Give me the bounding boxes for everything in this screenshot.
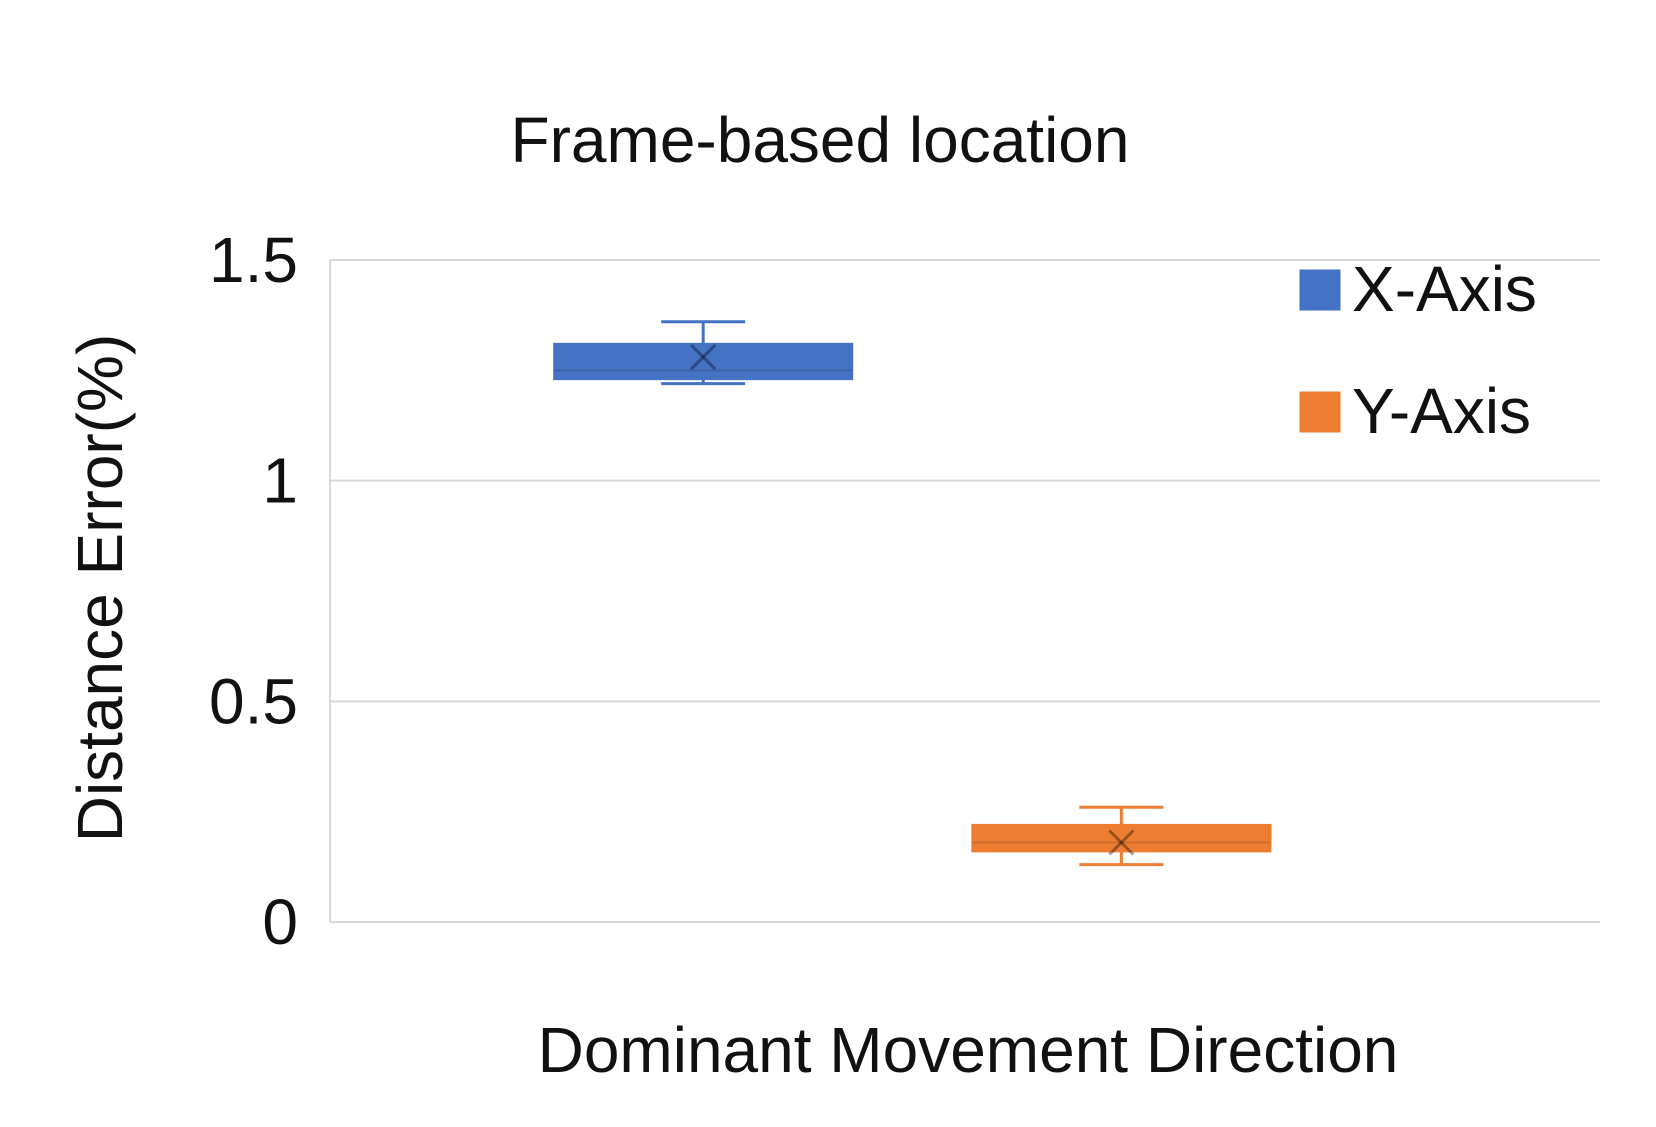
chart-title: Frame-based location [511, 104, 1130, 176]
box-series-y-axis [971, 805, 1272, 867]
y-tick-label: 0.5 [209, 665, 298, 737]
legend-label: X-Axis [1352, 253, 1537, 325]
box-series-x-axis [553, 320, 854, 386]
mean-marker [1108, 829, 1135, 856]
y-tick-label: 0 [262, 886, 298, 958]
gridlines [329, 259, 1600, 923]
y-tick-label: 1.5 [209, 224, 298, 296]
y-tick-labels: 0 0.5 1 1.5 [209, 224, 298, 958]
box-iqr [971, 823, 1272, 853]
legend-swatch [1299, 269, 1341, 311]
legend-swatch [1299, 391, 1341, 433]
boxes [553, 320, 1272, 867]
mean-marker [690, 344, 717, 371]
mean-marker [1108, 829, 1135, 856]
box-iqr [553, 342, 854, 381]
legend-label: Y-Axis [1352, 375, 1531, 447]
y-tick-label: 1 [262, 445, 298, 517]
mean-marker [690, 344, 717, 371]
x-axis-title: Dominant Movement Direction [538, 1014, 1399, 1086]
legend: X-Axis Y-Axis [1299, 253, 1537, 447]
legend-item: Y-Axis [1299, 375, 1531, 447]
legend-item: X-Axis [1299, 253, 1537, 325]
y-axis-title: Distance Error(%) [64, 334, 136, 843]
